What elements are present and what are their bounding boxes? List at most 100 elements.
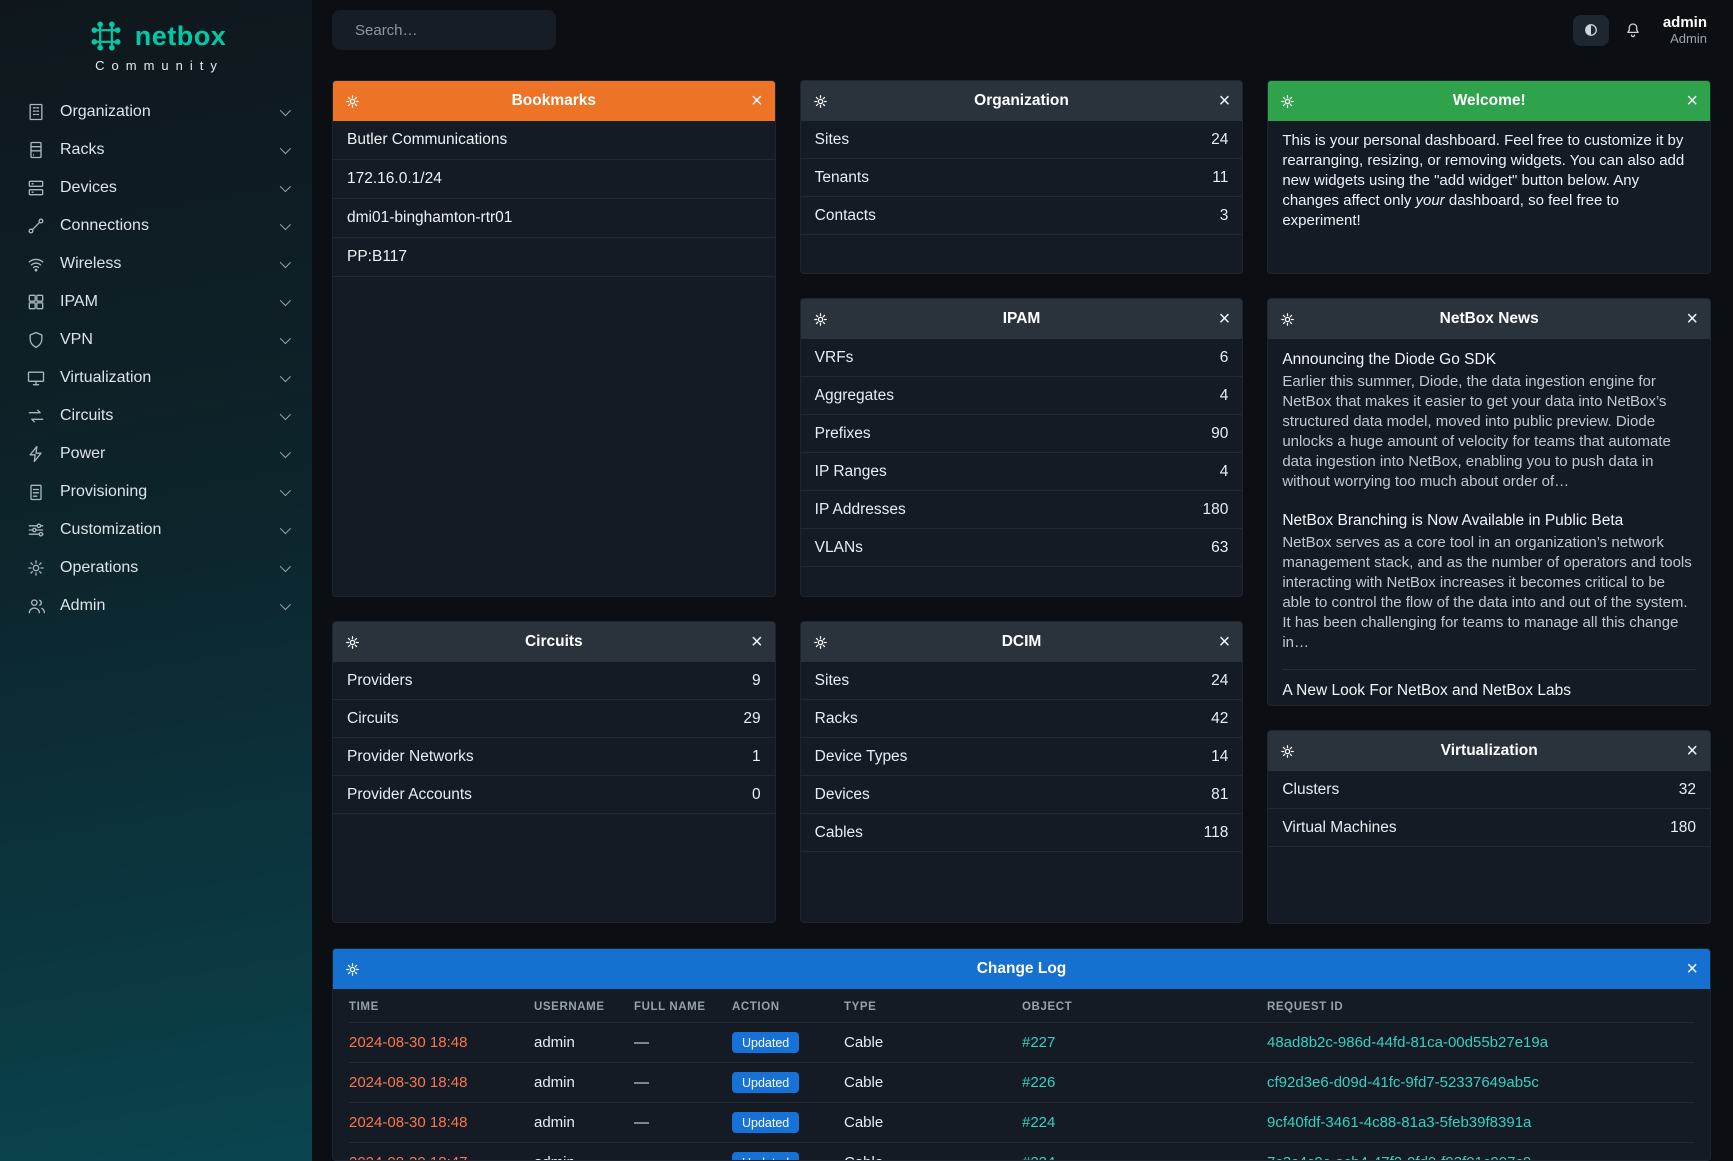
stat-count-link[interactable]: 32 (1678, 780, 1697, 798)
user-menu[interactable]: admin Admin (1663, 14, 1707, 46)
sidebar-item-connections[interactable]: Connections (0, 207, 312, 245)
stat-label-link[interactable]: Racks (814, 709, 858, 727)
stat-label-link[interactable]: Aggregates (814, 386, 894, 404)
bookmark-link[interactable]: dmi01-binghamton-rtr01 (333, 199, 775, 238)
bookmark-link[interactable]: PP:B117 (333, 238, 775, 277)
stat-label-link[interactable]: Devices (814, 785, 870, 803)
changelog-time-link[interactable]: 2024-08-30 18:48 (349, 1114, 468, 1131)
close-icon[interactable]: × (1686, 740, 1699, 762)
news-article-link[interactable]: A New Look For NetBox and NetBox Labs (1282, 682, 1571, 700)
close-icon[interactable]: × (750, 90, 763, 112)
stat-count-link[interactable]: 29 (743, 709, 761, 727)
stat-label-link[interactable]: Virtual Machines (1282, 818, 1397, 836)
stat-count-link[interactable]: 90 (1211, 424, 1229, 442)
stat-count-link[interactable]: 6 (1219, 348, 1229, 366)
stat-count-link[interactable]: 24 (1211, 671, 1229, 689)
sidebar-item-virtualization[interactable]: Virtualization (0, 359, 312, 397)
chevron-down-icon (279, 104, 292, 117)
stat-count-link[interactable]: 42 (1211, 709, 1229, 727)
widget-config-icon[interactable] (813, 312, 839, 327)
stat-label-link[interactable]: Prefixes (814, 424, 871, 442)
changelog-request-id-link[interactable]: cf92d3e6-d09d-41fc-9fd7-52337649ab5c (1267, 1074, 1539, 1091)
sidebar-item-vpn[interactable]: VPN (0, 321, 312, 359)
sidebar-item-wireless[interactable]: Wireless (0, 245, 312, 283)
news-article-link[interactable]: Announcing the Diode Go SDK (1282, 351, 1497, 368)
stat-row: IP Ranges 4 (800, 453, 1243, 491)
stat-count-link[interactable]: 3 (1219, 206, 1229, 224)
stat-label-link[interactable]: Contacts (814, 206, 876, 224)
stat-count-link[interactable]: 180 (1670, 818, 1697, 836)
changelog-time-link[interactable]: 2024-08-30 18:47 (349, 1154, 467, 1160)
stat-label-link[interactable]: Cables (814, 823, 863, 841)
stat-count-link[interactable]: 9 (752, 671, 761, 689)
stat-label-link[interactable]: Clusters (1282, 780, 1340, 798)
sidebar-item-circuits[interactable]: Circuits (0, 397, 312, 435)
widget-config-icon[interactable] (813, 94, 839, 109)
widget-config-icon[interactable] (1280, 94, 1306, 109)
widget-config-icon[interactable] (345, 962, 371, 977)
widget-config-icon[interactable] (345, 635, 371, 650)
close-icon[interactable]: × (1218, 308, 1231, 330)
stat-count-link[interactable]: 0 (752, 785, 761, 803)
stat-label-link[interactable]: Providers (347, 671, 413, 689)
notifications-button[interactable] (1624, 21, 1642, 39)
sidebar-item-devices[interactable]: Devices (0, 169, 312, 207)
changelog-request-id-link[interactable]: 48ad8b2c-986d-44fd-81ca-00d55b27e19a (1267, 1034, 1549, 1051)
close-icon[interactable]: × (1686, 308, 1699, 330)
stat-label-link[interactable]: Sites (814, 130, 850, 148)
stat-label-link[interactable]: Sites (814, 671, 850, 689)
stat-count-link[interactable]: 1 (752, 747, 761, 765)
widget-config-icon[interactable] (1280, 312, 1306, 327)
changelog-time-link[interactable]: 2024-08-30 18:48 (349, 1074, 468, 1091)
close-icon[interactable]: × (1686, 90, 1699, 112)
sidebar-item-ipam[interactable]: IPAM (0, 283, 312, 321)
stat-label-link[interactable]: Device Types (814, 747, 908, 765)
news-article-link[interactable]: NetBox Branching is Now Available in Pub… (1282, 511, 1624, 529)
stat-count-link[interactable]: 81 (1211, 785, 1229, 803)
chevron-down-icon (279, 370, 292, 383)
sidebar-item-provisioning[interactable]: Provisioning (0, 473, 312, 511)
changelog-object-link[interactable]: #226 (1022, 1074, 1056, 1091)
widget-config-icon[interactable] (1280, 744, 1306, 759)
changelog-object-link[interactable]: #227 (1022, 1034, 1056, 1051)
stat-label-link[interactable]: VRFs (814, 348, 854, 366)
bookmark-link[interactable]: 172.16.0.1/24 (333, 160, 775, 199)
bookmark-link[interactable]: Butler Communications (333, 121, 775, 160)
stat-label-link[interactable]: Provider Networks (347, 747, 474, 765)
changelog-request-id-link[interactable]: 7c3c4c9c-acb4-47f2-9fd0-f93f01c907c9 (1267, 1154, 1531, 1160)
widget-config-icon[interactable] (813, 635, 839, 650)
changelog-time-link[interactable]: 2024-08-30 18:48 (349, 1034, 468, 1051)
stat-label-link[interactable]: VLANs (814, 538, 863, 556)
stat-count-link[interactable]: 63 (1211, 538, 1229, 556)
stat-label-link[interactable]: IP Ranges (814, 462, 887, 480)
close-icon[interactable]: × (750, 631, 763, 653)
stat-label-link[interactable]: Provider Accounts (347, 785, 472, 803)
theme-toggle-button[interactable] (1572, 14, 1609, 46)
sidebar-item-power[interactable]: Power (0, 435, 312, 473)
search-input[interactable] (355, 21, 554, 39)
stat-count-link[interactable]: 14 (1211, 747, 1229, 765)
widget-config-icon[interactable] (345, 94, 371, 109)
stat-count-link[interactable]: 11 (1212, 168, 1229, 186)
changelog-object-link[interactable]: #224 (1022, 1114, 1056, 1131)
stat-label-link[interactable]: IP Addresses (814, 500, 906, 518)
netbox-logo[interactable]: netbox Community (0, 16, 312, 83)
sidebar-item-racks[interactable]: Racks (0, 131, 312, 169)
sidebar-item-admin[interactable]: Admin (0, 587, 312, 625)
sidebar-item-operations[interactable]: Operations (0, 549, 312, 587)
changelog-request-id-link[interactable]: 9cf40fdf-3461-4c88-81a3-5feb39f8391a (1267, 1114, 1532, 1131)
news-list: Announcing the Diode Go SDK Earlier this… (1268, 339, 1710, 705)
stat-count-link[interactable]: 180 (1202, 500, 1229, 518)
stat-label-link[interactable]: Tenants (814, 168, 869, 186)
close-icon[interactable]: × (1218, 631, 1231, 653)
close-icon[interactable]: × (1218, 90, 1231, 112)
stat-label-link[interactable]: Circuits (347, 709, 399, 727)
stat-count-link[interactable]: 118 (1203, 823, 1229, 841)
sidebar-item-customization[interactable]: Customization (0, 511, 312, 549)
changelog-object-link[interactable]: #224 (1022, 1154, 1055, 1160)
sidebar-item-organization[interactable]: Organization (0, 93, 312, 131)
stat-count-link[interactable]: 4 (1219, 386, 1229, 404)
stat-count-link[interactable]: 24 (1211, 130, 1229, 148)
stat-count-link[interactable]: 4 (1219, 462, 1229, 480)
close-icon[interactable]: × (1686, 958, 1698, 980)
